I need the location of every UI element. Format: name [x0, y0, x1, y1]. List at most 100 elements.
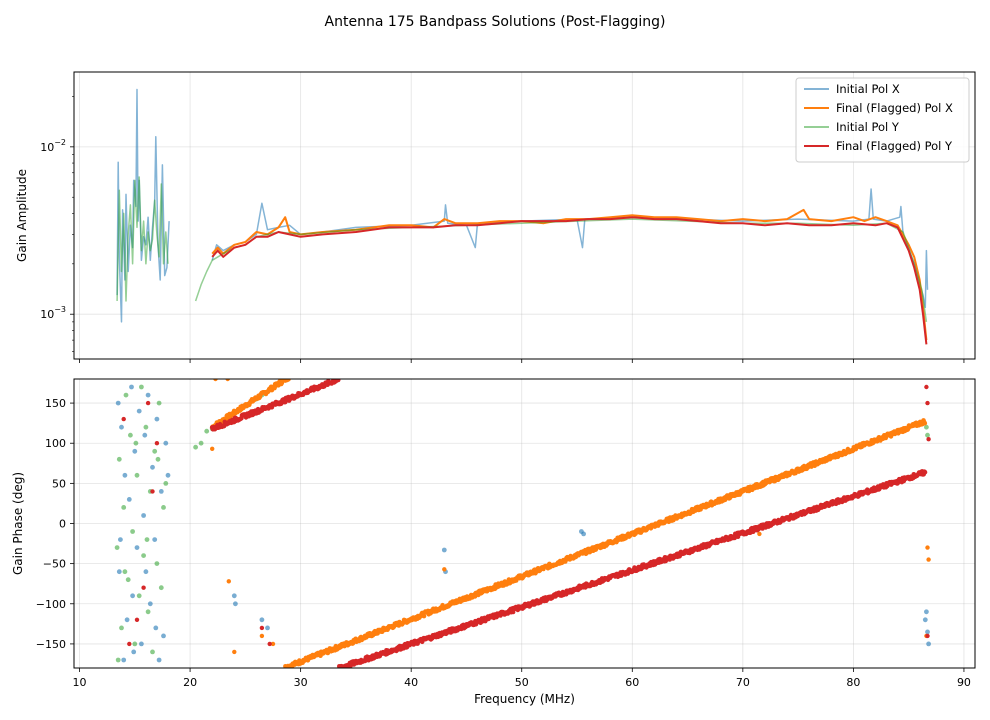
phase-point	[130, 529, 136, 534]
phase-point	[421, 613, 427, 619]
phase-point	[145, 392, 151, 398]
phase-point	[286, 379, 291, 382]
phase-point	[116, 456, 122, 462]
ph-series-initial-pol-x	[115, 384, 931, 663]
phase-y-axis-label: Gain Phase (deg)	[11, 472, 25, 575]
phase-ticks: 10 20 30 40 50 60 70 80 90 −150 −100 −50 0 50 100 150	[36, 397, 971, 689]
phase-point	[131, 649, 137, 655]
phase-point	[926, 437, 931, 442]
phase-point	[132, 448, 138, 454]
phase-point	[156, 400, 162, 406]
phase-point	[233, 601, 238, 607]
phase-point	[210, 446, 215, 451]
phase-point	[144, 537, 150, 542]
amp-line	[211, 216, 928, 345]
phase-point	[154, 441, 160, 446]
phase-point	[225, 379, 230, 382]
phase-point	[163, 481, 169, 486]
phase-point	[198, 440, 204, 446]
phase-point	[147, 601, 153, 607]
phase-point	[134, 545, 140, 550]
phase-point	[154, 416, 160, 422]
x-tick-label: 40	[404, 676, 418, 689]
phase-point	[143, 569, 149, 575]
legend: Initial Pol X Final (Flagged) Pol X Initia…	[795, 77, 970, 163]
phase-point	[143, 424, 149, 430]
amp-series-final-flagged-pol-y	[211, 216, 928, 345]
amplitude-y-axis-label: Gain Amplitude	[15, 169, 29, 262]
phase-point	[925, 629, 930, 635]
ph-y-tick-label: 100	[45, 437, 66, 450]
phase-point	[924, 384, 929, 390]
ph-y-tick-label: 150	[45, 397, 66, 410]
ph-series-initial-pol-y	[114, 384, 930, 663]
phase-point	[154, 561, 160, 566]
phase-point	[270, 641, 276, 647]
amp-y-tick-label: 10−2	[40, 138, 66, 154]
phase-point	[132, 641, 138, 647]
legend-label: Final (Flagged) Pol Y	[836, 139, 953, 153]
amp-series-final-flagged-pol-x	[211, 208, 928, 341]
phase-panel: 10 20 30 40 50 60 70 80 90 −150 −100 −50 0 50 100 150 G…	[11, 378, 976, 706]
legend-label: Final (Flagged) Pol X	[836, 101, 953, 115]
phase-point	[581, 531, 586, 537]
phase-point	[925, 432, 930, 438]
phase-point	[213, 379, 218, 382]
x-tick-label: 30	[294, 676, 308, 689]
phase-point	[922, 469, 928, 475]
phase-point	[150, 464, 155, 470]
phase-point	[925, 400, 930, 406]
ph-series-final-flagged-pol-y	[121, 379, 931, 668]
phase-point	[335, 379, 341, 383]
phase-point	[158, 585, 164, 591]
legend-label: Initial Pol X	[836, 82, 900, 96]
phase-point	[145, 400, 151, 406]
phase-point	[926, 557, 931, 562]
ph-series-final-flagged-pol-x	[209, 379, 931, 668]
amp-line	[211, 208, 928, 341]
phase-series	[114, 379, 931, 668]
amplitude-axes-frame	[73, 71, 976, 360]
phase-point	[136, 408, 142, 414]
ph-y-tick-label: −100	[36, 598, 66, 611]
amplitude-series	[116, 88, 929, 345]
phase-point	[926, 641, 931, 647]
ph-y-tick-label: −50	[43, 558, 66, 571]
phase-point	[133, 440, 139, 446]
phase-point	[155, 456, 161, 462]
phase-point	[127, 641, 132, 647]
x-tick-label: 20	[183, 676, 197, 689]
phase-point	[130, 593, 136, 599]
phase-point	[114, 545, 120, 550]
amplitude-panel: 10−3 10−2 Gain Amplitude Initial Pol X Fin…	[15, 71, 976, 363]
x-tick-label: 90	[957, 676, 971, 689]
phase-point	[123, 392, 129, 398]
phase-point	[265, 625, 270, 631]
phase-point	[139, 641, 144, 647]
x-tick-label: 10	[73, 676, 87, 689]
phase-point	[156, 657, 162, 663]
phase-point	[125, 577, 131, 583]
phase-point	[925, 545, 930, 550]
phase-point	[152, 448, 158, 454]
phase-point	[141, 585, 146, 590]
phase-point	[115, 400, 121, 406]
figure-title: Antenna 175 Bandpass Solutions (Post-Fla…	[325, 14, 666, 30]
phase-point	[231, 593, 237, 599]
phase-point	[153, 625, 159, 631]
phase-point	[142, 432, 148, 438]
phase-point	[757, 531, 762, 537]
phase-grid	[74, 379, 975, 668]
phase-point	[267, 641, 272, 647]
legend-box	[795, 77, 970, 163]
phase-point	[161, 505, 166, 510]
phase-point	[158, 489, 164, 494]
phase-point	[134, 472, 140, 478]
ph-y-tick-label: −150	[36, 638, 66, 651]
phase-point	[134, 617, 140, 622]
amp-y-tick-label: 10−3	[40, 305, 66, 321]
phase-point	[259, 617, 265, 623]
x-axis-label: Frequency (MHz)	[474, 692, 575, 706]
phase-point	[136, 593, 142, 599]
